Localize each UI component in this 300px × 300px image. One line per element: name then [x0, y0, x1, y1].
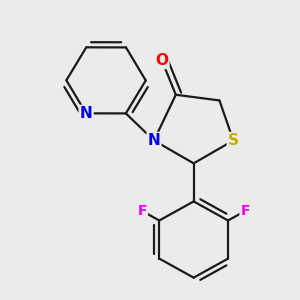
Text: S: S [228, 133, 239, 148]
Text: N: N [148, 133, 160, 148]
Text: F: F [241, 204, 250, 218]
Text: O: O [155, 53, 168, 68]
Text: N: N [80, 106, 92, 121]
Text: F: F [137, 204, 147, 218]
